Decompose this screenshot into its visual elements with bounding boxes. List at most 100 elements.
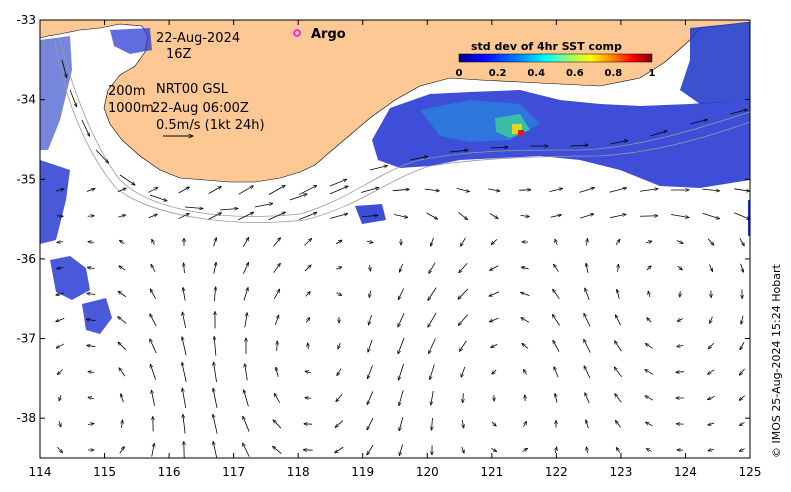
current-vector <box>616 448 621 453</box>
current-vector <box>646 422 653 427</box>
current-vector <box>244 390 249 407</box>
current-vector <box>119 447 125 454</box>
current-vector <box>554 367 559 378</box>
current-vector <box>178 213 190 219</box>
current-vector <box>213 388 218 408</box>
current-vector <box>647 318 652 323</box>
current-vector <box>369 264 370 271</box>
current-vector <box>429 262 436 274</box>
current-vector <box>305 318 310 323</box>
current-vector <box>646 266 651 271</box>
current-vector <box>710 316 713 324</box>
current-vector <box>702 212 720 219</box>
current-vector <box>87 293 96 294</box>
current-vector <box>523 369 527 375</box>
current-vector <box>208 213 222 220</box>
current-vector <box>57 446 62 452</box>
current-vector <box>182 388 187 408</box>
date-label: 22-Aug-2024 <box>156 31 240 46</box>
current-vector <box>553 289 560 300</box>
current-vector <box>491 449 496 452</box>
current-vector <box>554 264 559 272</box>
current-vector <box>119 266 126 271</box>
lon-tick-label: 123 <box>609 465 632 479</box>
current-vector <box>366 241 373 242</box>
current-vector <box>367 444 374 455</box>
current-vector <box>117 188 126 193</box>
depth-200m-label: 200m <box>108 84 145 99</box>
current-vector <box>57 369 63 374</box>
lat-tick-label: -36 <box>16 252 36 266</box>
current-vector <box>463 393 464 402</box>
current-vector <box>456 187 470 191</box>
current-vector <box>86 189 95 192</box>
current-vector <box>614 341 622 352</box>
current-vector <box>118 317 127 324</box>
current-vector <box>214 336 216 356</box>
analysis-time-label: 22-Aug 06:00Z <box>152 101 249 116</box>
current-vector <box>56 343 65 348</box>
current-vector <box>150 339 157 354</box>
current-vector <box>488 188 500 191</box>
product-label: NRT00 GSL <box>156 82 229 97</box>
current-vector <box>458 288 469 299</box>
current-vector <box>584 366 591 379</box>
current-vector <box>120 240 125 245</box>
current-vector <box>614 367 623 378</box>
current-vector <box>645 396 654 401</box>
current-vector <box>243 443 250 457</box>
current-vector <box>489 147 508 148</box>
current-vector <box>585 288 590 301</box>
current-vector <box>708 369 715 375</box>
current-vector <box>273 263 281 273</box>
current-vector <box>56 293 65 295</box>
current-vector <box>304 239 311 246</box>
current-vector <box>329 186 348 195</box>
current-vector <box>213 238 217 247</box>
current-vector <box>734 188 749 191</box>
current-vector <box>399 444 404 455</box>
current-vector <box>183 288 186 301</box>
current-vector <box>245 364 248 381</box>
current-vector <box>729 110 747 115</box>
current-vector <box>432 417 433 430</box>
lon-tick-label: 124 <box>674 465 697 479</box>
current-vector <box>707 238 714 245</box>
current-vector <box>399 263 403 272</box>
current-vector <box>431 390 434 405</box>
current-vector <box>276 367 279 377</box>
current-vector <box>639 189 658 192</box>
current-vector <box>88 397 95 398</box>
current-vector <box>461 366 466 377</box>
current-vector <box>708 423 715 425</box>
current-vector <box>329 179 347 187</box>
current-vector <box>708 449 714 451</box>
current-vector <box>69 89 77 107</box>
current-vector <box>648 291 650 297</box>
current-vector <box>739 368 745 375</box>
credit-label: © IMOS 25-Aug-2024 15:24 Hobart <box>770 264 783 458</box>
current-vector <box>274 393 281 403</box>
current-vector <box>299 212 317 220</box>
current-vector <box>740 421 745 425</box>
current-vector <box>392 189 409 190</box>
current-vector <box>618 264 619 272</box>
current-vector <box>460 237 466 246</box>
current-vector <box>431 237 434 246</box>
current-vector <box>150 364 157 380</box>
current-vector <box>118 215 125 217</box>
current-vector <box>586 263 588 273</box>
current-vector <box>645 241 652 243</box>
current-vector <box>336 394 343 401</box>
current-vector <box>645 344 653 349</box>
current-vector <box>609 140 628 145</box>
colorbar-tick-label: 0.6 <box>566 68 584 79</box>
current-vector <box>520 215 530 216</box>
current-vector <box>394 214 408 218</box>
current-vector <box>148 214 158 219</box>
lon-tick-label: 121 <box>480 465 503 479</box>
current-vector <box>88 372 95 373</box>
current-vector <box>308 343 309 350</box>
current-vector <box>367 417 374 430</box>
